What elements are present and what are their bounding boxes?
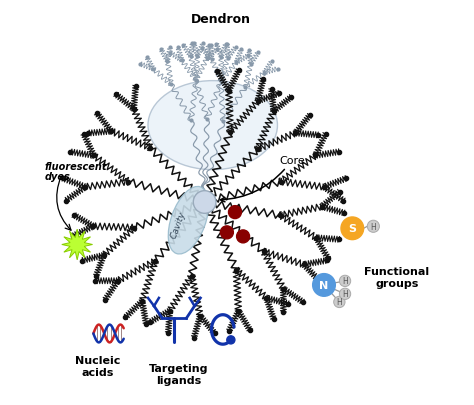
- Text: Core: Core: [220, 155, 305, 202]
- Ellipse shape: [168, 187, 209, 254]
- Text: Dendron: Dendron: [191, 13, 251, 26]
- Circle shape: [227, 336, 235, 344]
- Circle shape: [313, 274, 335, 296]
- Text: H: H: [342, 277, 348, 286]
- Circle shape: [339, 288, 351, 300]
- Text: Cavity: Cavity: [169, 210, 187, 240]
- Text: N: N: [319, 280, 328, 290]
- Ellipse shape: [148, 81, 277, 170]
- Text: Nucleic
acids: Nucleic acids: [75, 355, 120, 377]
- Circle shape: [341, 217, 364, 240]
- Circle shape: [228, 206, 241, 219]
- Text: H: H: [337, 298, 342, 307]
- Text: H: H: [371, 222, 376, 231]
- Circle shape: [339, 275, 351, 287]
- Circle shape: [220, 226, 233, 239]
- Text: Targeting
ligands: Targeting ligands: [148, 363, 208, 385]
- Polygon shape: [62, 230, 92, 260]
- Text: Functional
groups: Functional groups: [364, 266, 429, 288]
- Circle shape: [367, 221, 379, 233]
- Circle shape: [193, 191, 216, 214]
- Circle shape: [334, 296, 345, 308]
- Text: H: H: [342, 290, 348, 298]
- Text: dyes: dyes: [45, 171, 71, 181]
- Text: fluorescent: fluorescent: [45, 161, 107, 171]
- Circle shape: [237, 230, 249, 243]
- Text: S: S: [348, 224, 356, 234]
